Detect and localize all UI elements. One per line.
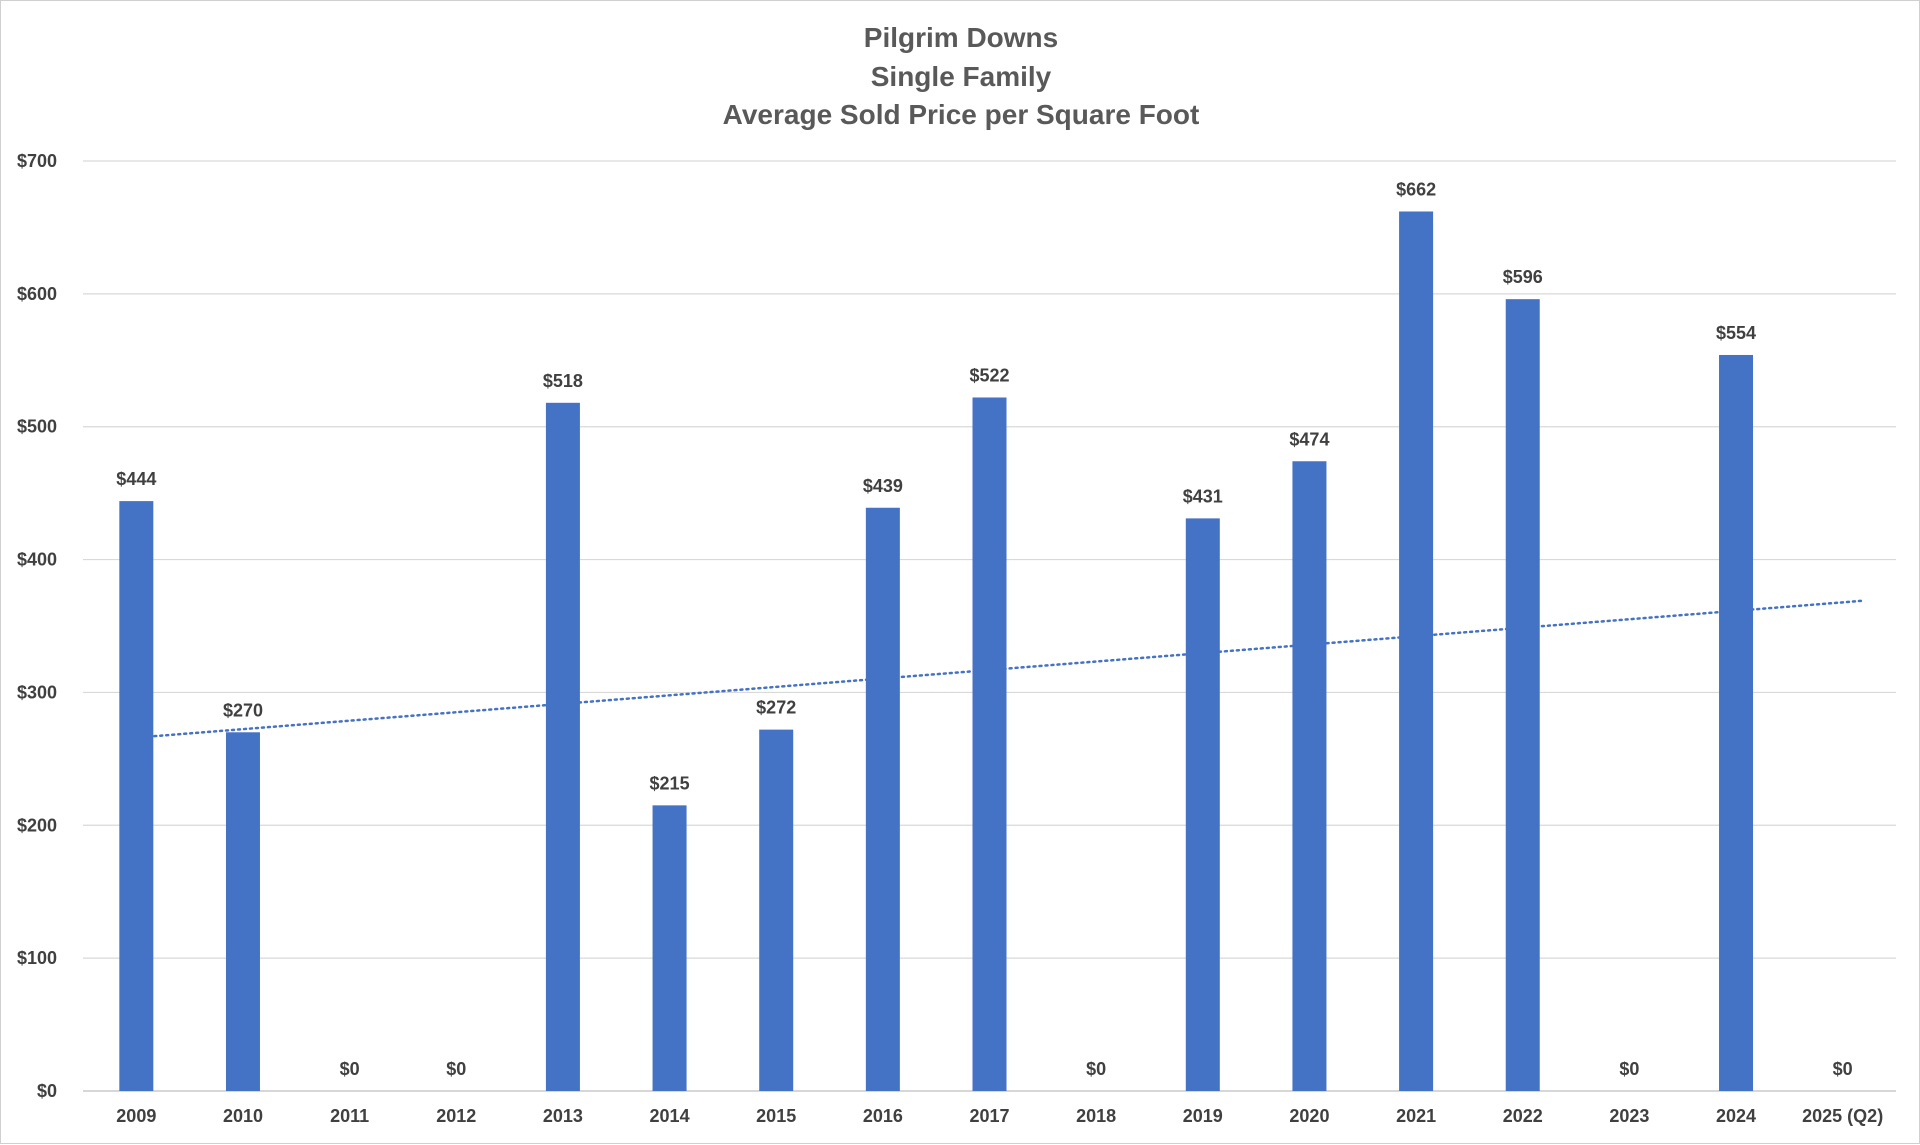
trendline-group <box>135 599 1864 739</box>
data-label: $272 <box>756 698 796 718</box>
x-tick-label: 2022 <box>1503 1106 1543 1126</box>
data-label: $0 <box>340 1059 360 1079</box>
x-axis-tick-labels: 2009 2010 2011 2012 2013 2014 2015 2016 2017 2018… <box>116 1106 1883 1126</box>
x-tick-label: 2024 <box>1716 1106 1756 1126</box>
bar-2010 <box>225 732 260 1091</box>
chart-title-line-1: Pilgrim Downs <box>864 22 1058 53</box>
data-label: $0 <box>1833 1059 1853 1079</box>
chart-title: Pilgrim Downs Single Family Average Sold… <box>723 22 1200 130</box>
bar-2014 <box>652 805 687 1091</box>
data-label: $474 <box>1289 429 1329 449</box>
bar-2015 <box>759 729 794 1091</box>
data-label: $662 <box>1396 179 1436 199</box>
data-label: $518 <box>543 371 583 391</box>
bar-2019 <box>1185 518 1220 1091</box>
y-tick-label: $600 <box>17 284 57 304</box>
bar-2024 <box>1719 354 1754 1091</box>
chart-title-line-2: Single Family <box>871 61 1052 92</box>
y-tick-label: $300 <box>17 682 57 702</box>
x-tick-label: 2012 <box>436 1106 476 1126</box>
chart-title-line-3: Average Sold Price per Square Foot <box>723 99 1200 130</box>
x-tick-label: 2017 <box>969 1106 1009 1126</box>
data-label: $554 <box>1716 323 1756 343</box>
data-label: $444 <box>116 469 156 489</box>
trendline <box>135 599 1864 739</box>
bar-2016 <box>865 507 900 1091</box>
y-tick-label: $400 <box>17 550 57 570</box>
x-tick-label: 2020 <box>1289 1106 1329 1126</box>
y-tick-label: $200 <box>17 815 57 835</box>
bar-2017 <box>972 397 1007 1091</box>
data-label: $215 <box>650 773 690 793</box>
x-tick-label: 2023 <box>1609 1106 1649 1126</box>
data-label: $0 <box>1619 1059 1639 1079</box>
x-tick-label: 2021 <box>1396 1106 1436 1126</box>
y-tick-label: $500 <box>17 417 57 437</box>
data-label: $0 <box>446 1059 466 1079</box>
x-tick-label: 2013 <box>543 1106 583 1126</box>
bar-2013 <box>545 402 580 1091</box>
x-tick-label: 2009 <box>116 1106 156 1126</box>
bar-2022 <box>1505 299 1540 1092</box>
bar-2020 <box>1292 461 1327 1091</box>
data-label: $522 <box>969 365 1009 385</box>
y-tick-label: $100 <box>17 948 57 968</box>
bar-2021 <box>1399 211 1434 1091</box>
data-labels: $444 $270 $0 $0 $518 $215 $272 $439 $522 $0 $431 $4… <box>116 179 1852 1079</box>
data-label: $596 <box>1503 267 1543 287</box>
y-tick-label: $700 <box>17 151 57 171</box>
x-tick-label: 2025 (Q2) <box>1802 1106 1883 1126</box>
y-axis-tick-labels: $0 $100 $200 $300 $400 $500 $600 $700 <box>17 151 57 1101</box>
x-tick-label: 2016 <box>863 1106 903 1126</box>
x-tick-label: 2010 <box>223 1106 263 1126</box>
y-tick-label: $0 <box>37 1081 57 1101</box>
x-tick-label: 2015 <box>756 1106 796 1126</box>
data-label: $0 <box>1086 1059 1106 1079</box>
x-tick-label: 2019 <box>1183 1106 1223 1126</box>
data-label: $439 <box>863 476 903 496</box>
x-tick-label: 2011 <box>330 1106 369 1126</box>
bars <box>119 211 1754 1092</box>
x-tick-label: 2018 <box>1076 1106 1116 1126</box>
data-label: $270 <box>223 700 263 720</box>
data-label: $431 <box>1183 486 1223 506</box>
bar-2009 <box>119 501 154 1092</box>
x-tick-label: 2014 <box>650 1106 690 1126</box>
